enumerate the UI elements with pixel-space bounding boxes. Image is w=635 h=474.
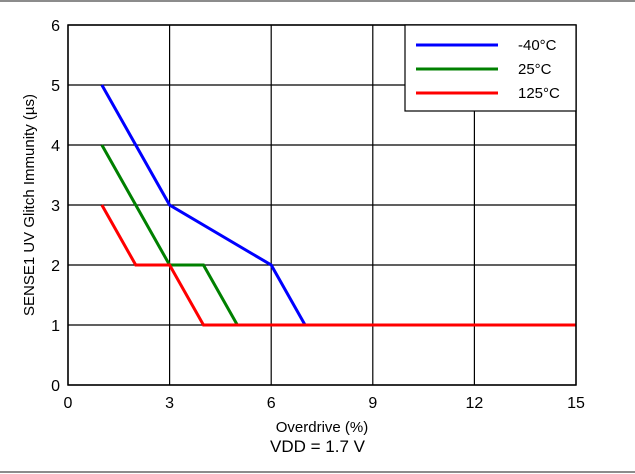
series-lines	[100, 84, 576, 327]
x-tick-label: 6	[267, 395, 276, 412]
chart-caption: VDD = 1.7 V	[270, 437, 365, 456]
legend-label: 125°C	[518, 85, 560, 102]
y-tick-label: 2	[51, 258, 60, 275]
y-tick-label: 1	[51, 318, 60, 335]
series-line	[100, 204, 576, 327]
x-tick-label: 15	[567, 395, 585, 412]
y-axis-label: SENSE1 UV Glitch Immunity (µs)	[21, 94, 38, 316]
top-rule	[0, 0, 635, 2]
x-tick-label: 9	[368, 395, 377, 412]
series-line	[100, 144, 576, 327]
y-tick-label: 4	[51, 138, 60, 155]
legend: -40°C 25°C 125°C	[404, 24, 577, 112]
x-tick-labels: 0 3 6 9 12 15	[64, 395, 585, 412]
x-tick-label: 0	[64, 395, 73, 412]
y-tick-labels: 0 1 2 3 4 5 6	[51, 18, 60, 395]
bottom-rule	[0, 471, 635, 473]
y-tick-label: 0	[51, 378, 60, 395]
x-tick-label: 12	[466, 395, 484, 412]
legend-label: 25°C	[518, 61, 552, 78]
y-tick-label: 5	[51, 78, 60, 95]
y-tick-label: 3	[51, 198, 60, 215]
plot-frame	[67, 24, 577, 386]
y-tick-label: 6	[51, 18, 60, 35]
x-tick-label: 3	[165, 395, 174, 412]
legend-label: -40°C	[518, 37, 557, 54]
x-axis-label: Overdrive (%)	[276, 419, 369, 436]
